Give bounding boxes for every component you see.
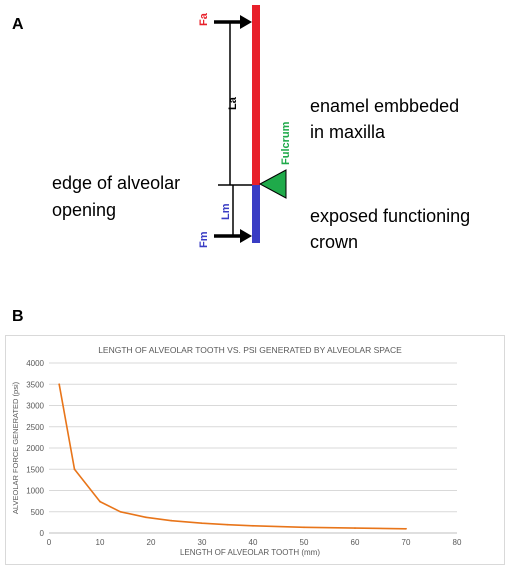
- psi-line-chart: LENGTH OF ALVEOLAR TOOTH VS. PSI GENERAT…: [11, 345, 462, 557]
- exposed-label-line1: exposed functioning: [310, 206, 470, 226]
- data-point: [303, 526, 305, 529]
- y-tick-label: 2500: [26, 423, 44, 432]
- exposed-label-line2: crown: [310, 232, 358, 252]
- crown-segment: [252, 185, 260, 243]
- x-tick-label: 80: [453, 538, 462, 547]
- data-point: [201, 522, 203, 525]
- x-tick-label: 40: [249, 538, 258, 547]
- y-tick-label: 500: [31, 508, 45, 517]
- chart-frame: [5, 335, 505, 565]
- data-point: [58, 383, 61, 386]
- data-point: [99, 500, 101, 503]
- data-point: [73, 468, 76, 471]
- x-axis-label: LENGTH OF ALVEOLAR TOOTH (mm): [180, 548, 320, 557]
- data-point: [405, 527, 407, 530]
- series-line: [58, 384, 407, 530]
- edge-label-line2: opening: [52, 200, 116, 220]
- y-tick-label: 2000: [26, 444, 44, 453]
- enamel-label-line1: enamel embbeded: [310, 96, 459, 116]
- x-tick-label: 50: [300, 538, 309, 547]
- panel-b-label: B: [12, 308, 24, 325]
- fm-label: Fm: [198, 231, 210, 248]
- edge-label-line1: edge of alveolar: [52, 173, 180, 193]
- x-tick-label: 20: [147, 538, 156, 547]
- lever-diagram: Fa La Fulcrum Lm Fm enamel embbeded in m…: [52, 5, 470, 252]
- lm-label: Lm: [220, 203, 232, 220]
- tick-layer: 0 500 1000 1500 2000 2500 3000 3500 4000 0 10 20 30 4…: [26, 359, 462, 547]
- line-layer: [58, 383, 407, 530]
- data-point: [145, 516, 147, 519]
- x-tick-label: 10: [96, 538, 105, 547]
- fa-arrowhead: [240, 15, 252, 29]
- y-tick-label: 4000: [26, 359, 44, 368]
- y-tick-label: 3500: [26, 380, 44, 389]
- grid-layer: [49, 362, 457, 534]
- chart-title: LENGTH OF ALVEOLAR TOOTH VS. PSI GENERAT…: [98, 345, 402, 355]
- panel-a-label: A: [12, 16, 24, 33]
- x-tick-label: 30: [198, 538, 207, 547]
- data-point: [170, 519, 173, 522]
- y-tick-label: 0: [40, 529, 45, 538]
- data-point: [119, 510, 122, 513]
- enamel-label-line2: in maxilla: [310, 122, 386, 142]
- y-tick-label: 3000: [26, 402, 44, 411]
- y-tick-label: 1000: [26, 487, 44, 496]
- data-point: [354, 527, 356, 530]
- y-tick-label: 1500: [26, 465, 44, 474]
- fm-arrowhead: [240, 229, 252, 243]
- x-tick-label: 70: [402, 538, 411, 547]
- y-axis-label: ALVEOLAR FORCE GENERATED (psi): [11, 381, 20, 514]
- la-label: La: [227, 96, 239, 110]
- enamel-segment: [252, 5, 260, 185]
- x-tick-label: 0: [47, 538, 52, 547]
- x-tick-label: 60: [351, 538, 360, 547]
- data-point: [252, 524, 254, 527]
- fulcrum-triangle: [258, 169, 287, 199]
- data-point: [226, 523, 229, 526]
- fulcrum-label: Fulcrum: [280, 121, 292, 165]
- fa-label: Fa: [198, 12, 210, 26]
